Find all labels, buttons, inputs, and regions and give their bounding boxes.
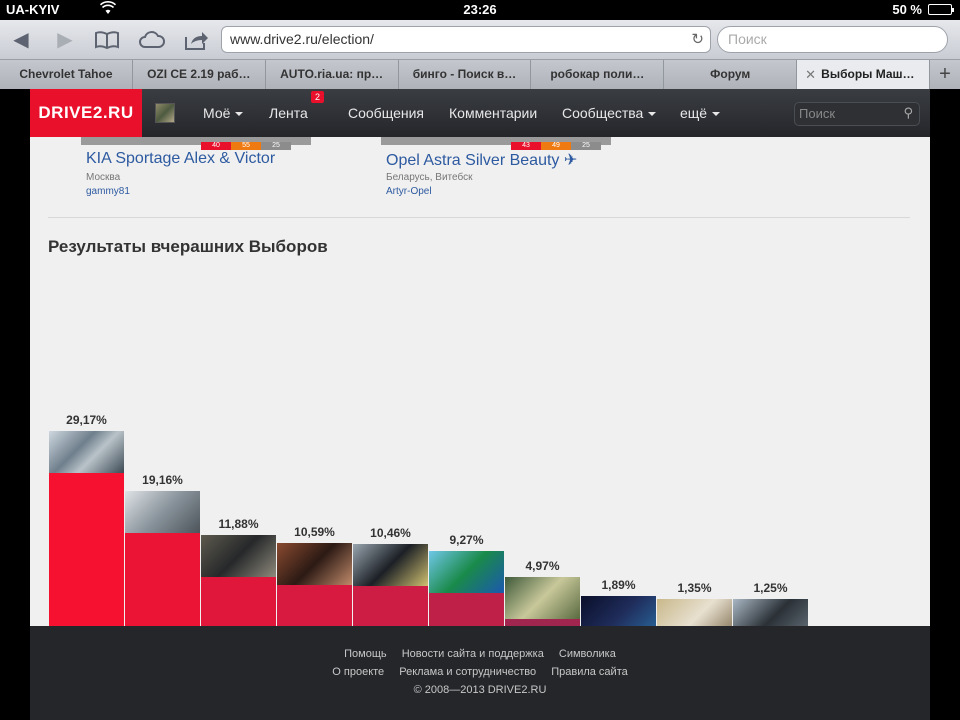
bar-group[interactable]: 29,17% — [49, 411, 124, 649]
card-1-score-strip: 40 55 25 — [81, 137, 311, 150]
footer-news-link[interactable]: Новости сайта и поддержка — [401, 648, 544, 660]
nav-comments[interactable]: Комментарии — [449, 105, 538, 121]
bar-value-label: 9,27% — [449, 532, 484, 547]
card-2-score-a: 43 — [511, 142, 541, 150]
reload-icon[interactable]: ↻ — [691, 31, 704, 48]
bar-value-label: 4,97% — [525, 558, 560, 573]
bar-value-label: 1,89% — [601, 577, 636, 592]
address-bar[interactable]: www.drive2.ru/election/ ↻ — [221, 26, 711, 53]
battery-icon — [928, 4, 954, 15]
feed-count-badge: 2 — [311, 91, 325, 103]
nav-more[interactable]: ещё — [680, 89, 721, 137]
web-page: DRIVE2.RU Моё Лента 2 Сообщения Коммента… — [30, 89, 930, 720]
nav-mine[interactable]: Моё — [203, 89, 244, 137]
car-photo[interactable] — [277, 542, 352, 585]
card-2-score-c: 25 — [571, 142, 601, 150]
card-1-title[interactable]: KIA Sportage Alex & Victor — [86, 150, 276, 167]
site-footer: Помощь Новости сайта и поддержка Символи… — [30, 626, 930, 720]
carrier-label: UA-KYIV — [6, 2, 60, 17]
new-tab-button[interactable]: + — [930, 60, 960, 89]
bookmarks-icon[interactable] — [92, 26, 122, 54]
tab-ozi[interactable]: OZI CE 2.19 раб… — [132, 60, 266, 89]
card-1-user[interactable]: gammy81 — [86, 186, 130, 197]
card-1-location: Москва — [86, 172, 121, 183]
bar-value-label: 10,59% — [294, 524, 335, 539]
divider — [48, 217, 910, 218]
tab-chevrolet[interactable]: Chevrolet Tahoe — [0, 60, 133, 89]
footer-ads-link[interactable]: Реклама и сотрудничество — [399, 666, 537, 678]
car-photo[interactable] — [429, 550, 504, 593]
site-search-placeholder: Поиск — [799, 106, 836, 121]
site-nav: DRIVE2.RU Моё Лента 2 Сообщения Коммента… — [30, 89, 930, 137]
close-tab-icon[interactable]: ✕ — [805, 67, 817, 82]
back-icon[interactable]: ◀ — [13, 29, 29, 51]
results-title: Результаты вчерашних Выборов — [48, 237, 328, 256]
card-1-score-b: 55 — [231, 142, 261, 150]
card-2-user[interactable]: Artyr-Opel — [386, 186, 432, 197]
bar[interactable] — [49, 472, 124, 649]
footer-copyright: © 2008—2013 DRIVE2.RU — [413, 684, 547, 696]
icloud-icon[interactable] — [137, 26, 167, 54]
forward-icon[interactable]: ▶ — [57, 29, 73, 51]
nav-messages[interactable]: Сообщения — [348, 105, 424, 121]
bar-value-label: 1,35% — [677, 580, 712, 595]
car-photo[interactable] — [505, 576, 580, 619]
nav-feed[interactable]: Лента — [269, 105, 308, 121]
site-search-input[interactable]: Поиск ⚲ — [794, 102, 920, 126]
car-photo[interactable] — [125, 491, 200, 534]
share-icon[interactable] — [181, 26, 211, 54]
bar-value-label: 19,16% — [142, 473, 183, 488]
footer-symbols-link[interactable]: Символика — [558, 648, 616, 660]
browser-toolbar: ◀ ▶ www.drive2.ru/election/ ↻ Поиск — [0, 20, 960, 60]
bar-value-label: 29,17% — [66, 412, 107, 427]
footer-rules-link[interactable]: Правила сайта — [551, 666, 628, 678]
car-photo[interactable] — [49, 430, 124, 473]
tab-robocar[interactable]: робокар поли… — [531, 60, 665, 89]
tab-auto-ria[interactable]: AUTO.ria.ua: пр… — [265, 60, 399, 89]
card-2-location: Беларусь, Витебск — [386, 172, 473, 183]
address-text: www.drive2.ru/election/ — [230, 31, 374, 47]
battery-percent: 50 % — [892, 2, 922, 17]
card-2-title[interactable]: Opel Astra Silver Beauty ✈ — [386, 152, 578, 169]
browser-search-field[interactable]: Поиск — [717, 26, 948, 53]
chevron-down-icon — [235, 112, 244, 117]
footer-links-row-1: Помощь Новости сайта и поддержка Символи… — [30, 648, 930, 660]
card-1-score-a: 40 — [201, 142, 231, 150]
footer-links-row-2: О проекте Реклама и сотрудничество Прави… — [30, 666, 930, 678]
nav-communities[interactable]: Сообщества — [562, 89, 657, 137]
bar-group[interactable]: 19,16% — [125, 471, 200, 649]
card-2-score-b: 49 — [541, 142, 571, 150]
bar-value-label: 11,88% — [218, 517, 259, 532]
search-icon[interactable]: ⚲ — [903, 105, 913, 120]
tab-bar: Chevrolet Tahoe OZI CE 2.19 раб… AUTO.ri… — [0, 60, 960, 89]
bar-value-label: 10,46% — [370, 525, 411, 540]
wifi-icon — [99, 1, 117, 18]
bar-value-label: 1,25% — [753, 581, 788, 595]
footer-help-link[interactable]: Помощь — [344, 648, 387, 660]
footer-about-link[interactable]: О проекте — [332, 666, 385, 678]
chevron-down-icon — [648, 112, 657, 117]
site-logo[interactable]: DRIVE2.RU — [30, 89, 142, 137]
tab-elections[interactable]: ✕ Выборы Маш… — [797, 60, 931, 89]
tab-bingo[interactable]: бинго - Поиск в… — [398, 60, 532, 89]
tab-elections-label: Выборы Маш… — [821, 67, 915, 81]
chevron-down-icon — [712, 112, 721, 117]
tab-forum[interactable]: Форум — [664, 60, 798, 89]
car-photo[interactable] — [201, 535, 276, 578]
status-bar: UA-KYIV 23:26 50 % — [0, 0, 960, 20]
battery-indicator: 50 % — [892, 2, 954, 17]
car-photo[interactable] — [353, 543, 428, 586]
clock: 23:26 — [463, 2, 497, 17]
card-1-score-c: 25 — [261, 142, 291, 150]
card-2-score-strip: 43 49 25 — [381, 137, 611, 150]
user-avatar[interactable] — [155, 103, 175, 123]
